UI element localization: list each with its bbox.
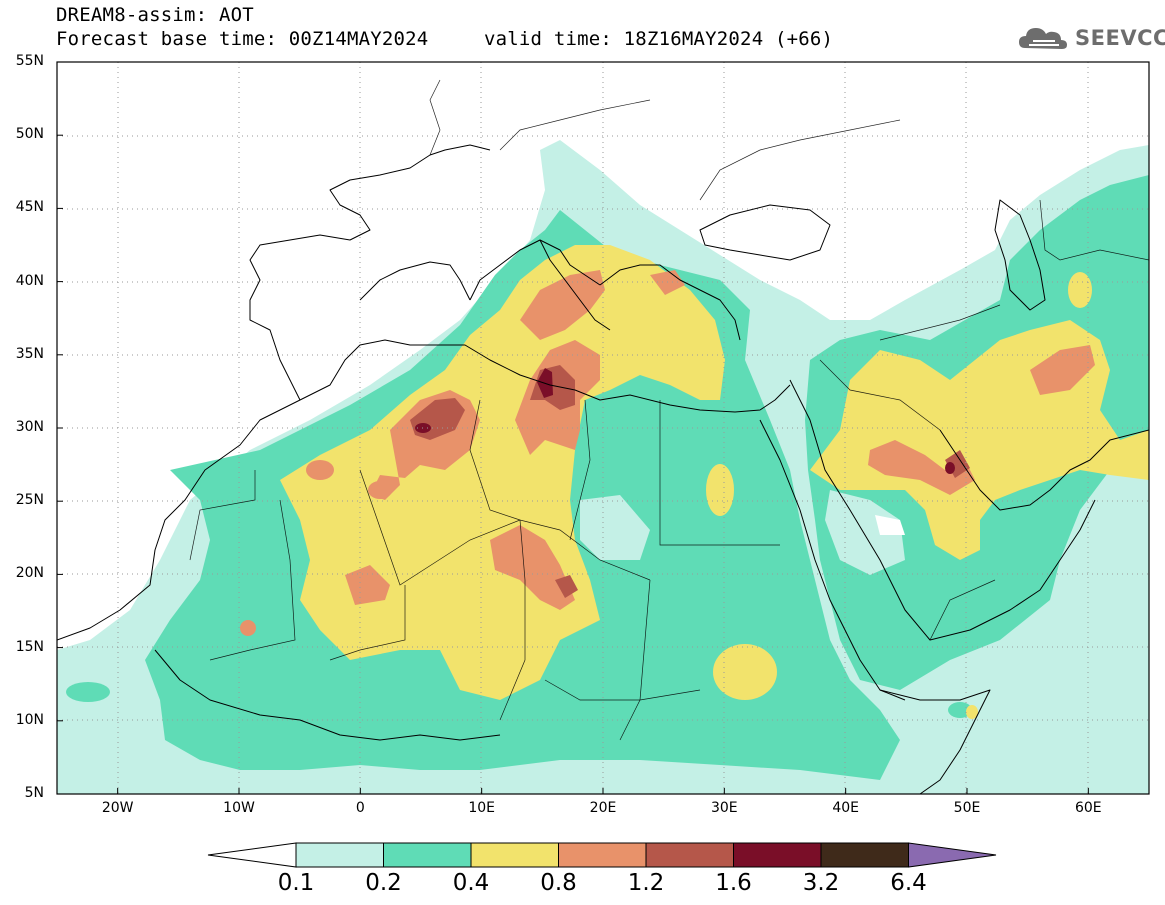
lon-label: 60E [1074, 800, 1102, 816]
lon-label: 20E [589, 800, 617, 816]
lon-label: 40E [832, 800, 859, 816]
lat-label: 10N [15, 711, 44, 728]
lon-label: 30E [710, 800, 738, 816]
lat-label: 20N [15, 565, 44, 582]
colorbar-swatch [558, 842, 647, 868]
forecast-base-time: Forecast base time: 00Z14MAY2024 [56, 28, 429, 50]
colorbar-label: 0.1 [277, 870, 315, 896]
logo-text: SEEVCCC [1075, 26, 1165, 50]
lat-label: 40N [15, 272, 44, 289]
cloud-logo-icon [1019, 28, 1067, 49]
colorbar-label: 1.2 [627, 870, 665, 896]
colorbar-swatch [733, 842, 822, 868]
colorbar-label: 0.2 [365, 870, 402, 896]
aot-low-pockets [580, 490, 905, 575]
lat-label: 45N [15, 199, 44, 216]
lat-label: 25N [15, 492, 44, 509]
seevccc-logo [1015, 18, 1155, 60]
colorbar-swatch [645, 842, 734, 868]
colorbar-label: 0.4 [452, 870, 490, 896]
lon-label: 20W [101, 800, 134, 816]
lon-label: 10E [468, 800, 495, 816]
lat-label: 35N [15, 345, 44, 362]
aot-white-pockets [875, 515, 905, 535]
lat-label: 15N [15, 638, 44, 655]
lat-label: 30N [15, 419, 44, 435]
colorbar [207, 842, 997, 868]
lat-label: 50N [15, 126, 44, 143]
colorbar-label: 1.6 [715, 870, 752, 896]
borders [189, 79, 1149, 741]
colorbar-label: 3.2 [802, 870, 840, 896]
lon-label: 50E [953, 800, 981, 816]
map-title: DREAM8-assim: AOT [56, 4, 254, 26]
colorbar-over-arrow [908, 842, 997, 868]
graticule [57, 62, 1149, 794]
colorbar-swatch [383, 842, 472, 868]
coastlines [57, 144, 1149, 794]
lon-label: 0 [355, 800, 365, 816]
colorbar-label: 6.4 [890, 870, 927, 896]
colorbar-swatch [820, 842, 909, 868]
lat-label: 55N [15, 53, 44, 69]
lat-label: 5N [24, 785, 44, 801]
colorbar-under-arrow [207, 842, 297, 868]
colorbar-swatch [470, 842, 559, 868]
lon-label: 10W [223, 800, 255, 816]
valid-time: valid time: 18Z16MAY2024 (+66) [484, 28, 834, 50]
colorbar-label: 0.8 [540, 870, 577, 896]
colorbar-swatch [295, 842, 384, 868]
